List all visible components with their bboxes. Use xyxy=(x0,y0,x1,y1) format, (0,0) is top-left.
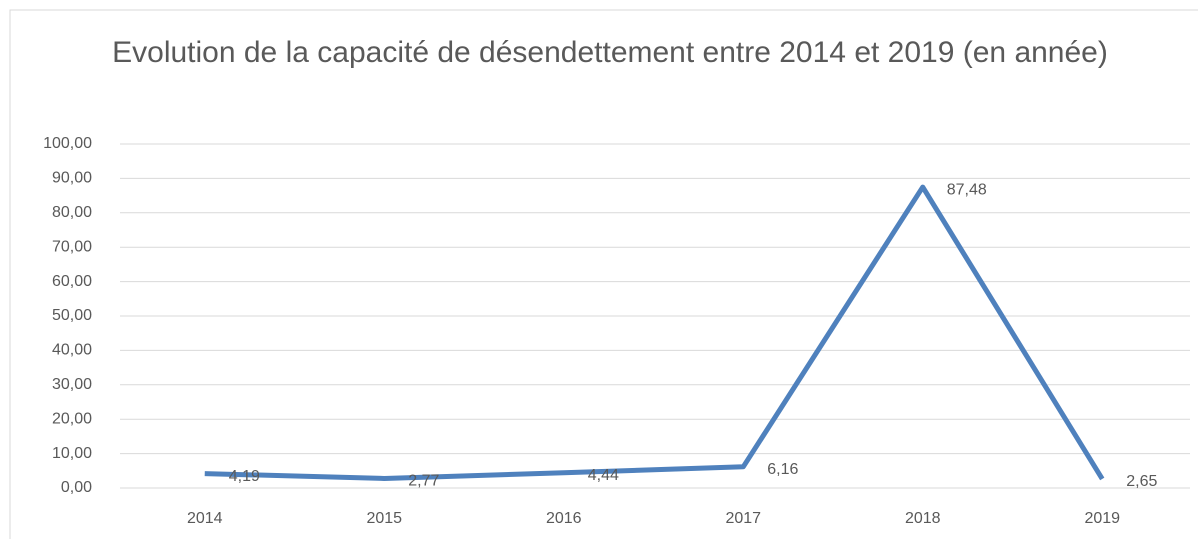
data-label: 6,16 xyxy=(767,461,798,478)
x-tick-label: 2019 xyxy=(1084,510,1120,527)
x-tick-label: 2015 xyxy=(366,510,402,527)
y-tick-label: 20,00 xyxy=(52,410,92,427)
y-tick-label: 70,00 xyxy=(52,238,92,255)
data-label: 2,77 xyxy=(408,473,439,490)
chart-title: Evolution de la capacité de désendetteme… xyxy=(112,36,1108,69)
y-tick-label: 0,00 xyxy=(61,479,92,496)
data-label: 4,44 xyxy=(588,467,619,484)
data-label: 87,48 xyxy=(947,181,987,198)
data-label: 2,65 xyxy=(1126,473,1157,490)
y-tick-label: 100,00 xyxy=(43,135,92,152)
y-tick-label: 60,00 xyxy=(52,273,92,290)
y-tick-label: 90,00 xyxy=(52,170,92,187)
x-tick-label: 2017 xyxy=(725,510,761,527)
y-tick-label: 10,00 xyxy=(52,445,92,462)
chart-border xyxy=(9,9,1198,539)
y-tick-label: 40,00 xyxy=(52,342,92,359)
data-line xyxy=(204,184,1105,481)
y-tick-label: 80,00 xyxy=(52,204,92,221)
x-tick-label: 2014 xyxy=(187,510,223,527)
x-tick-label: 2018 xyxy=(905,510,941,527)
x-tick-label: 2016 xyxy=(546,510,582,527)
data-label: 4,19 xyxy=(229,468,260,485)
y-tick-label: 30,00 xyxy=(52,376,92,393)
y-tick-label: 50,00 xyxy=(52,307,92,324)
